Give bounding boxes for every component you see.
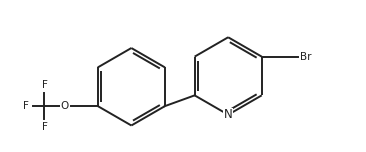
Text: N: N xyxy=(224,108,232,121)
Text: F: F xyxy=(41,80,48,90)
Text: Br: Br xyxy=(300,52,311,62)
Text: O: O xyxy=(61,101,69,111)
Text: F: F xyxy=(41,122,48,132)
Text: F: F xyxy=(23,101,29,111)
